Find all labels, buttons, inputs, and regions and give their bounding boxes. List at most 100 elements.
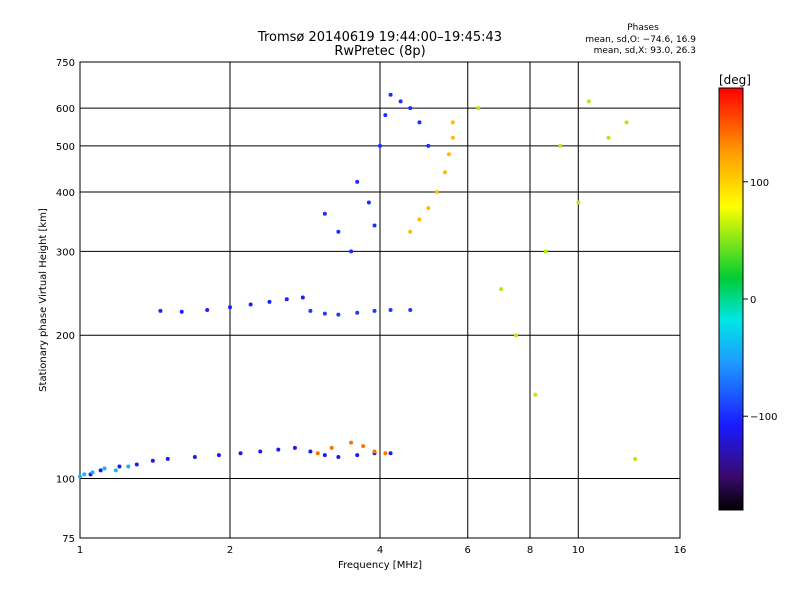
colorbar-ticks: 100 0 −100 [743,178,777,423]
x-tick-label: 10 [572,545,585,556]
chart-title-line1: Tromsø 20140619 19:44:00–19:45:43 [257,30,502,45]
echo-point [292,445,297,450]
echo-point [258,449,263,454]
echo-point [378,143,382,148]
echo-point [361,444,366,449]
echo-point [388,92,393,97]
y-tick-label: 200 [56,331,75,342]
echo-point [179,309,184,314]
echo-point [308,308,313,313]
echo-point [476,106,481,111]
echo-point [624,120,629,125]
echo-point [276,447,281,452]
echo-point [158,308,163,313]
colorbar-tick-label: 0 [750,295,756,306]
echo-point [349,440,354,445]
y-tick-label: 750 [56,58,75,69]
y-tick-label: 75 [62,534,75,545]
echo-point [450,135,455,140]
echo-point [408,106,413,111]
echo-point [102,466,107,471]
echo-point [134,462,139,467]
echo-point [336,229,341,234]
echo-point [308,449,313,454]
echo-point [322,453,327,458]
echo-point [82,472,87,477]
echo-point [576,200,581,205]
x-tick-label: 4 [377,545,383,556]
echo-point [300,295,305,300]
echo-point [355,453,360,458]
phase-summary-title: Phases [627,23,659,33]
echo-point [113,468,118,473]
phase-summary-x: mean, sd,X: 93.0, 26.3 [594,46,696,56]
echo-point [426,206,431,211]
echo-point [90,470,95,475]
colorbar-label: [deg] [719,73,751,87]
x-axis-label: Frequency [MHz] [338,560,422,571]
colorbar-tick-label: 100 [750,178,769,189]
echo-point [228,305,232,310]
echo-point [383,113,388,118]
echo-point [499,287,504,292]
echo-points [78,92,638,479]
echo-point [533,392,538,397]
echo-point [434,189,439,194]
echo-point [426,143,431,148]
echo-point [398,99,403,104]
echo-point [586,99,591,104]
echo-point [315,451,320,456]
echo-point [388,307,393,312]
echo-point [417,217,422,222]
echo-point [417,120,422,125]
echo-point [446,152,451,157]
echo-point [372,223,377,228]
echo-point [408,229,413,234]
y-axis-label: Stationary phase Virtual Height [km] [38,208,49,392]
x-tick-label: 8 [527,545,533,556]
echo-point [355,310,360,315]
echo-point [117,464,122,469]
echo-point [238,451,243,456]
echo-point [126,464,131,469]
echo-point [408,307,413,312]
echo-point [322,311,327,316]
echo-point [633,456,638,461]
x-tick-label: 1 [77,545,83,556]
echo-point [336,454,341,459]
echo-point [165,456,170,461]
y-axis-ticks: 75 100 200 300 400 500 600 750 [56,58,75,545]
x-tick-label: 6 [465,545,471,556]
echo-point [267,299,272,304]
echo-point [336,312,341,317]
phase-summary-o: mean, sd,O: −74.6, 16.9 [585,35,696,45]
x-tick-label: 16 [674,545,687,556]
y-tick-label: 500 [56,142,75,153]
echo-point [192,454,197,459]
echo-point [383,451,388,456]
echo-point [322,211,327,216]
echo-point [248,302,253,307]
colorbar: [deg] 100 0 −100 [718,73,777,511]
y-tick-label: 100 [56,475,75,486]
x-tick-label: 2 [227,545,233,556]
colorbar-tick-label: −100 [750,412,777,423]
echo-point [514,333,519,338]
echo-point [284,297,289,302]
echo-point [349,249,354,254]
y-tick-label: 300 [56,247,75,258]
echo-point [606,135,611,140]
echo-point [388,451,393,456]
echo-point [150,458,155,463]
y-tick-label: 400 [56,188,75,199]
echo-point [366,200,371,205]
colorbar-gradient [718,87,744,511]
echo-point [372,308,377,313]
echo-point [543,249,548,254]
y-tick-label: 600 [56,104,75,115]
echo-point [78,474,82,479]
echo-point [216,453,221,458]
echo-point [450,120,455,125]
x-axis-ticks: 1 2 4 6 8 10 16 [77,545,687,556]
